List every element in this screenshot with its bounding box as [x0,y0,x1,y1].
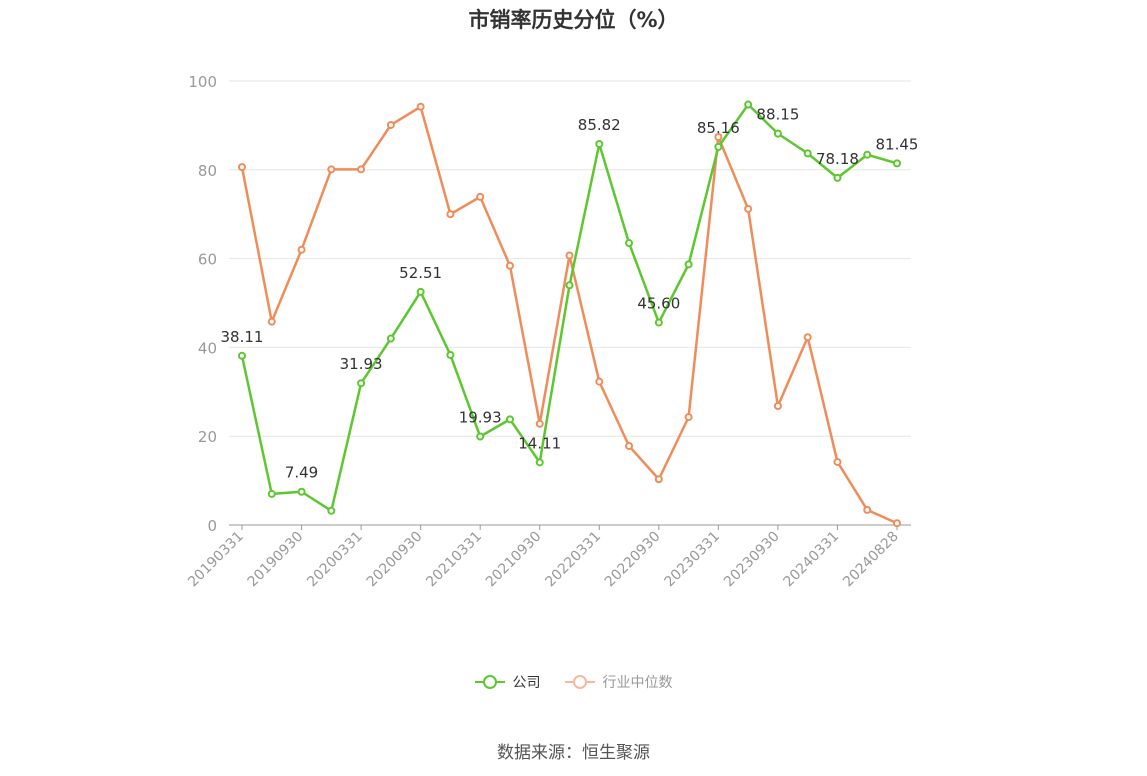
data-point-industry [505,261,514,270]
x-tick-label: 20190930 [245,529,307,591]
data-point-industry [714,132,723,141]
data-point-company [863,150,872,159]
series-line-company [240,103,898,513]
y-tick-label: 100 [188,73,217,91]
data-point-company [476,432,485,441]
data-point-industry [386,120,395,129]
series-layer [238,100,901,528]
data-point-industry [684,413,693,422]
y-tick-label: 20 [198,428,217,446]
data-label-company: 52.51 [399,264,442,282]
data-point-industry [297,245,306,254]
data-point-industry [535,419,544,428]
data-point-company [238,351,246,360]
y-tick-label: 40 [198,339,217,357]
x-tick-label: 20210930 [483,529,545,591]
data-point-company [416,287,425,296]
data-point-industry [357,165,366,174]
data-point-company [625,239,634,248]
x-tick-label: 20230930 [721,529,783,591]
data-point-industry [327,165,336,174]
data-label-company: 31.93 [340,355,383,373]
data-label-company: 81.45 [876,135,919,153]
data-point-industry [446,210,455,219]
data-label-company: 85.82 [578,116,621,134]
x-tick-label: 20230331 [661,529,723,591]
data-point-company [744,100,753,109]
x-tick-label: 20200930 [364,529,426,591]
y-tick-label: 0 [207,517,217,535]
data-point-company [297,487,306,496]
x-tick-label: 20220930 [602,529,664,591]
data-point-company [654,318,663,327]
chart-title: 市销率历史分位（%） [468,8,679,32]
data-point-industry [803,333,812,342]
data-point-company [267,489,276,498]
data-point-company [386,334,395,343]
legend-company-marker-icon [474,675,505,689]
data-label-company: 88.15 [756,106,799,124]
data-point-industry [595,377,604,386]
data-point-industry [833,457,842,466]
data-point-company [535,458,544,467]
data-point-industry [744,204,753,213]
x-tick-label: 20220331 [542,529,604,591]
data-point-company [714,142,723,151]
data-label-company: 14.11 [518,434,561,452]
data-point-industry [863,505,872,514]
data-point-industry [238,163,246,172]
x-tick-label: 20210331 [423,529,485,591]
x-tick-label: 20240828 [840,529,902,591]
data-point-industry [773,402,782,411]
data-point-company [327,506,336,515]
data-label-company: 78.18 [816,150,859,168]
data-point-company [446,350,455,359]
data-label-layer: 38.11 7.49 31.93 52.51 19.93 14.11 85.82 45.60 8… [221,106,919,482]
data-point-company [565,281,574,290]
data-label-company: 85.16 [697,119,740,137]
series-line-industry [240,105,898,525]
data-point-company [505,415,514,424]
legend-item-industry[interactable]: 行业中位数 [564,672,673,692]
data-point-company [595,139,604,148]
x-tick-label: 20240331 [781,529,843,591]
data-point-company [833,173,842,182]
x-tick-label: 20190331 [185,529,247,591]
legend-label-company: 公司 [512,675,541,691]
data-point-industry [565,251,574,260]
data-point-industry [654,475,663,484]
data-point-industry [267,317,276,326]
data-point-company [357,379,366,388]
data-point-company [803,149,812,158]
legend-industry-marker-icon [564,675,595,689]
data-label-company: 19.93 [459,409,502,427]
data-label-company: 38.11 [221,328,264,346]
data-point-company [893,159,901,168]
data-point-company [684,260,693,269]
legend: 公司 行业中位数 [0,672,1147,692]
data-point-company [773,129,782,138]
data-label-company: 45.60 [637,295,680,313]
legend-item-company[interactable]: 公司 [474,672,541,692]
y-tick-label: 80 [198,162,217,180]
data-point-industry [893,519,901,528]
y-tick-label: 60 [198,251,217,269]
line-chart: 0 20 40 60 80 100 2019033120190930202003312020… [185,73,919,591]
x-tick-label: 20200331 [304,529,366,591]
data-point-industry [625,441,634,450]
data-point-industry [476,192,485,201]
data-source: 数据来源：恒生聚源 [497,743,650,763]
data-label-company: 7.49 [285,464,318,482]
data-point-industry [416,102,425,111]
legend-label-industry: 行业中位数 [602,675,673,691]
